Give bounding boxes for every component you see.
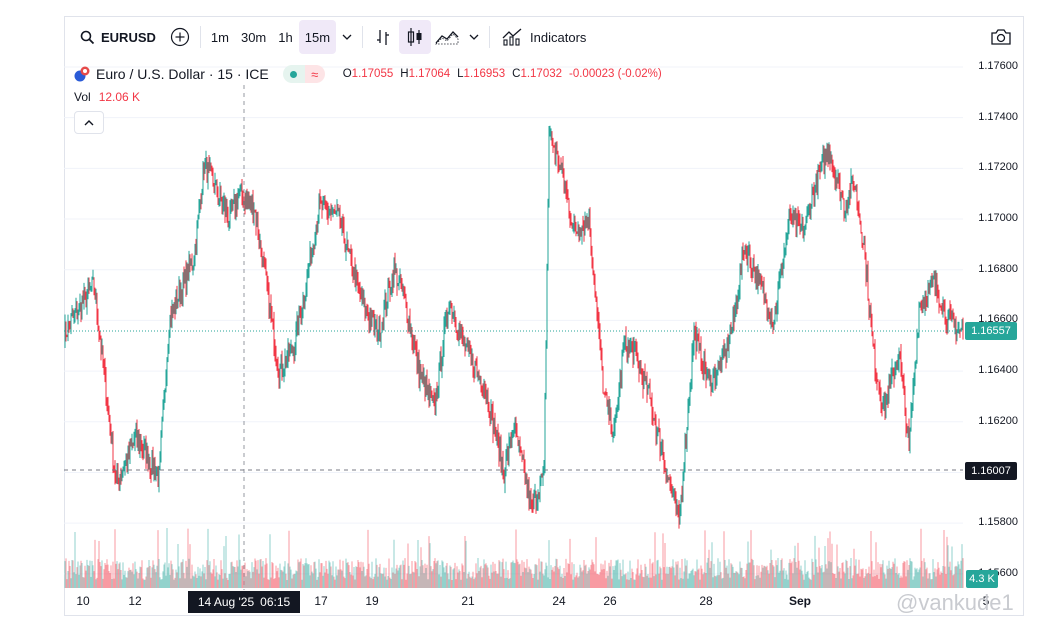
- volume-histogram: [64, 528, 964, 588]
- volume-label: Vol: [74, 90, 91, 104]
- plus-circle-icon: [170, 27, 190, 47]
- interval-1h-button[interactable]: 1h: [278, 29, 293, 45]
- bar-chart-icon: [377, 30, 390, 45]
- time-tick: 19: [365, 594, 379, 608]
- crosshair-time-label: 14 Aug '25 06:15: [188, 591, 300, 613]
- price-tick: 1.16200: [978, 415, 1018, 427]
- chevron-up-icon: [84, 119, 94, 125]
- crosshair-price-label: 1.16007: [965, 462, 1017, 480]
- collapse-legend-button[interactable]: [74, 111, 104, 134]
- volume-value: 12.06 K: [98, 90, 141, 104]
- indicators-button[interactable]: Indicators: [494, 20, 594, 54]
- crosshair-time: 06:15: [260, 595, 291, 609]
- compare-symbol-button[interactable]: [164, 20, 196, 54]
- price-tick: 1.17000: [978, 212, 1018, 224]
- last-price-label: 1.16557: [965, 322, 1017, 340]
- candlestick-series: [64, 125, 964, 529]
- realtime-icon: ≈: [304, 65, 325, 83]
- market-status[interactable]: ≈: [282, 65, 325, 83]
- volume-value-label: 4.3 K: [966, 570, 998, 588]
- price-tick: 1.17200: [978, 161, 1018, 173]
- search-icon: [80, 30, 95, 44]
- indicators-icon: [502, 28, 522, 46]
- toolbar-divider: [489, 26, 491, 48]
- time-tick: 12: [128, 594, 142, 608]
- time-tick: Sep: [788, 594, 812, 608]
- interval-15m-button[interactable]: 15m: [298, 20, 337, 54]
- price-tick: 1.17600: [978, 60, 1018, 72]
- interval-1m-button[interactable]: 1m: [210, 29, 229, 45]
- toolbar-divider: [362, 26, 364, 48]
- change-value: -0.00023 (-0.02%): [569, 68, 662, 80]
- time-tick: 21: [461, 594, 475, 608]
- time-tick: 28: [699, 594, 713, 608]
- price-tick: 1.17400: [978, 111, 1018, 123]
- interval-dropdown-button[interactable]: [336, 20, 358, 54]
- camera-icon: [991, 29, 1011, 45]
- interval-30m-button[interactable]: 30m: [240, 29, 267, 45]
- area-chart-icon: [435, 31, 459, 45]
- open-value: O1.17055: [342, 68, 394, 80]
- volume-legend: Vol 12.06 K: [74, 90, 140, 104]
- area-chart-type-button[interactable]: [431, 20, 463, 54]
- snapshot-button[interactable]: [986, 20, 1016, 54]
- bar-chart-type-button[interactable]: [367, 20, 399, 54]
- toolbar-divider: [199, 26, 201, 48]
- close-value: C1.17032: [512, 68, 563, 80]
- chart-type-dropdown-button[interactable]: [463, 20, 485, 54]
- chevron-down-icon: [469, 34, 479, 40]
- price-tick: 1.16400: [978, 364, 1018, 376]
- price-tick: 1.16800: [978, 263, 1018, 275]
- time-tick: 17: [314, 594, 328, 608]
- chart-grid: [64, 66, 963, 575]
- indicators-label: Indicators: [530, 29, 587, 45]
- watermark: @vankude1: [896, 590, 1014, 615]
- time-tick: 26: [603, 594, 617, 608]
- eu-us-flag-icon: [74, 66, 90, 82]
- time-tick: 24: [552, 594, 566, 608]
- symbol-title[interactable]: Euro / U.S. Dollar · 15 · ICE: [96, 66, 269, 82]
- low-value: L1.16953: [457, 68, 506, 80]
- symbol-label: EURUSD: [101, 29, 156, 45]
- high-value: H1.17064: [400, 68, 451, 80]
- time-tick: 5: [982, 594, 990, 608]
- chart-frame: [64, 16, 1024, 616]
- series-legend: Euro / U.S. Dollar · 15 · ICE ≈ O1.17055…: [74, 64, 669, 84]
- candles-chart-type-button[interactable]: [399, 20, 432, 54]
- market-open-icon: [282, 65, 305, 83]
- price-tick: 1.15800: [978, 516, 1018, 528]
- time-tick: 10: [76, 594, 90, 608]
- candles-icon: [407, 28, 422, 46]
- top-toolbar: EURUSD 1m 30m 1h 15m Indicators: [64, 17, 1022, 57]
- chevron-down-icon: [342, 34, 352, 40]
- symbol-search-button[interactable]: EURUSD: [72, 20, 164, 54]
- crosshair-date: 14 Aug '25: [197, 595, 255, 609]
